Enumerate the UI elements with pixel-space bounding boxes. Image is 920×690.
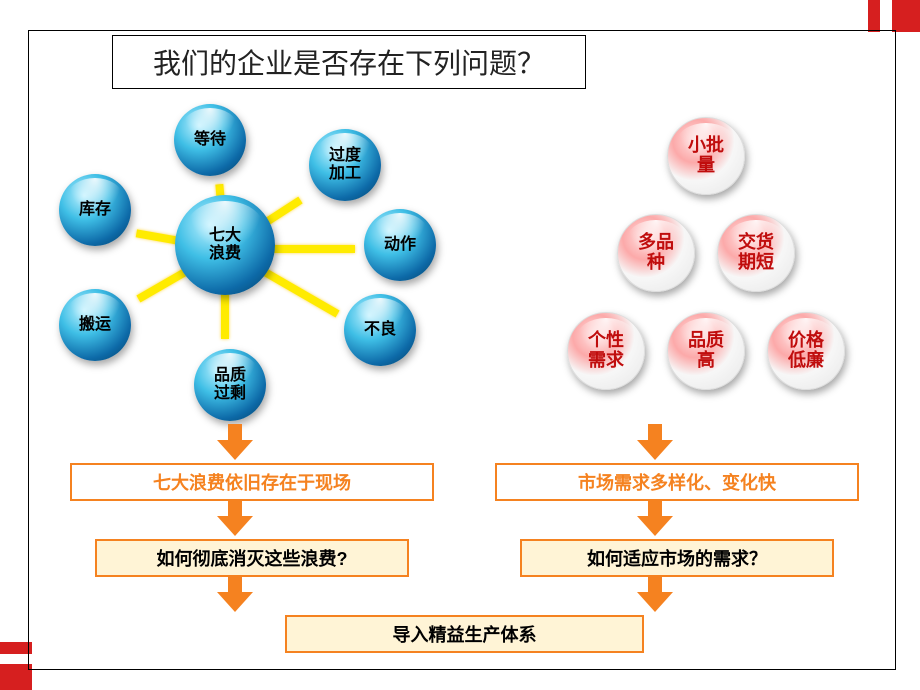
waste-node: 过度 加工 (309, 129, 381, 201)
market-node: 个性 需求 (567, 312, 645, 390)
arrow-down (637, 424, 673, 462)
info-bar-text: 如何适应市场的需求？ (587, 545, 767, 571)
bubble-label: 库存 (79, 201, 111, 219)
info-bar: 如何适应市场的需求？ (520, 539, 834, 577)
bubble-label: 七大 浪费 (209, 227, 241, 262)
market-node: 交货 期短 (717, 214, 795, 292)
bubble-label: 多品 种 (638, 233, 674, 273)
bubble-label: 品质 过剩 (214, 367, 246, 402)
info-bar-text: 如何彻底消灭这些浪费? (157, 545, 348, 571)
bubble-label: 不良 (364, 321, 396, 339)
bubble-label: 价格 低廉 (788, 331, 824, 371)
arrow-down (637, 500, 673, 538)
waste-node: 动作 (364, 209, 436, 281)
waste-node: 等待 (174, 104, 246, 176)
accent-top-1 (892, 0, 920, 32)
info-bar: 如何彻底消灭这些浪费? (95, 539, 409, 577)
market-node: 品质 高 (667, 312, 745, 390)
bubble-label: 过度 加工 (329, 147, 361, 182)
arrow-down (217, 500, 253, 538)
market-node: 多品 种 (617, 214, 695, 292)
accent-top-2 (868, 0, 880, 32)
info-bar-text: 七大浪费依旧存在于现场 (153, 469, 351, 495)
arrow-down (217, 576, 253, 614)
waste-node: 库存 (59, 174, 131, 246)
title-text: 我们的企业是否存在下列问题？ (153, 49, 545, 80)
info-bar-text: 导入精益生产体系 (393, 621, 537, 647)
slide-page: 我们的企业是否存在下列问题？ 七大 浪费 等待过度 加工库存动作搬运 不良品质 过剩… (0, 0, 920, 690)
info-bar: 七大浪费依旧存在于现场 (70, 463, 434, 501)
info-bar-text: 市场需求多样化、变化快 (578, 469, 776, 495)
market-node: 小批 量 (667, 117, 745, 195)
bubble-label: 搬运 (79, 316, 111, 334)
waste-node: 不良 (344, 294, 416, 366)
bubble-label: 品质 高 (688, 331, 724, 371)
bubble-label: 等待 (194, 131, 226, 149)
info-bar: 市场需求多样化、变化快 (495, 463, 859, 501)
arrow-down (637, 576, 673, 614)
info-bar: 导入精益生产体系 (285, 615, 644, 653)
bubble-label: 交货 期短 (738, 233, 774, 273)
waste-node: 品质 过剩 (194, 349, 266, 421)
title-box: 我们的企业是否存在下列问题？ (112, 35, 586, 89)
bubble-label: 小批 量 (688, 136, 724, 176)
bubble-label: 动作 (384, 236, 416, 254)
seven-wastes-center: 七大 浪费 (175, 195, 275, 295)
arrow-down (217, 424, 253, 462)
bubble-label: 个性 需求 (588, 331, 624, 371)
waste-node: 搬运 (59, 289, 131, 361)
market-node: 价格 低廉 (767, 312, 845, 390)
